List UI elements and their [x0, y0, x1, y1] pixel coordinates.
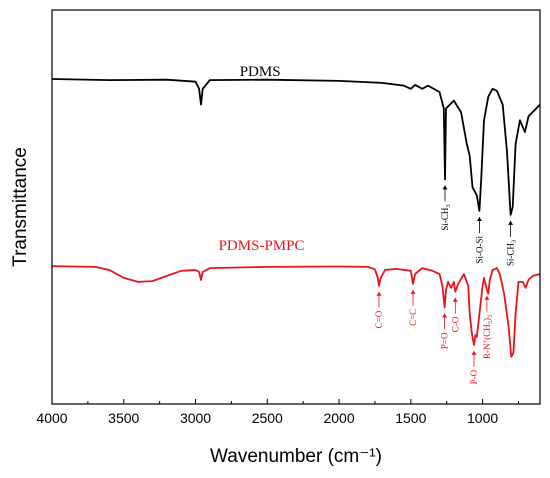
peak-annotations: Si-CH3 Si-O-Si Si-CH3 C=O C=C P=OC-O P-OR-N+(C… [374, 185, 518, 384]
series-line-pdms [51, 78, 541, 216]
series-labels: PDMS PDMS-PMPC [219, 64, 305, 254]
axes-frame [51, 9, 541, 405]
y-axis-title: Transmittance [10, 147, 31, 267]
x-axis-title: Wavenumber (cm⁻¹) [210, 446, 382, 467]
x-tick-label: 2500 [252, 410, 283, 426]
annotation-arrowhead [484, 295, 490, 300]
annotation-arrowhead [471, 350, 477, 355]
annotation-arrowhead [410, 289, 416, 294]
annotation-label: C=O [374, 310, 384, 328]
series-label: PDMS-PMPC [219, 238, 305, 254]
annotation-label: Si-CH3 [506, 240, 518, 266]
annotation-label: C-O [450, 316, 460, 332]
annotation-arrowhead [476, 216, 482, 221]
annotation-label: C=C [408, 309, 418, 326]
annotation-arrowhead [376, 291, 382, 296]
annotation-arrowhead [452, 297, 458, 302]
annotation-label: R-N+(CH3)3 [482, 315, 494, 359]
series-line-pdms-pmpc [51, 265, 541, 358]
x-tick-label: 2000 [323, 410, 354, 426]
x-axis-ticks: 4000 3500 3000 2500 2000 1500 1000 [36, 399, 519, 426]
annotation-label: Si-CH3 [440, 204, 452, 230]
annotation-arrowhead [442, 185, 448, 190]
annotation-arrowhead [508, 220, 514, 225]
plot-area [51, 78, 541, 358]
annotation-arrowhead [442, 313, 448, 318]
x-tick-label: 3000 [180, 410, 211, 426]
series-label: PDMS [240, 64, 281, 80]
annotation-label: P=O [440, 332, 450, 349]
x-tick-label: 3500 [108, 410, 139, 426]
annotation-label: Si-O-Si [474, 235, 484, 263]
x-tick-label: 1000 [467, 410, 498, 426]
annotation-label: P-O [469, 369, 479, 384]
x-tick-label: 1500 [395, 410, 426, 426]
x-tick-label: 4000 [36, 410, 67, 426]
